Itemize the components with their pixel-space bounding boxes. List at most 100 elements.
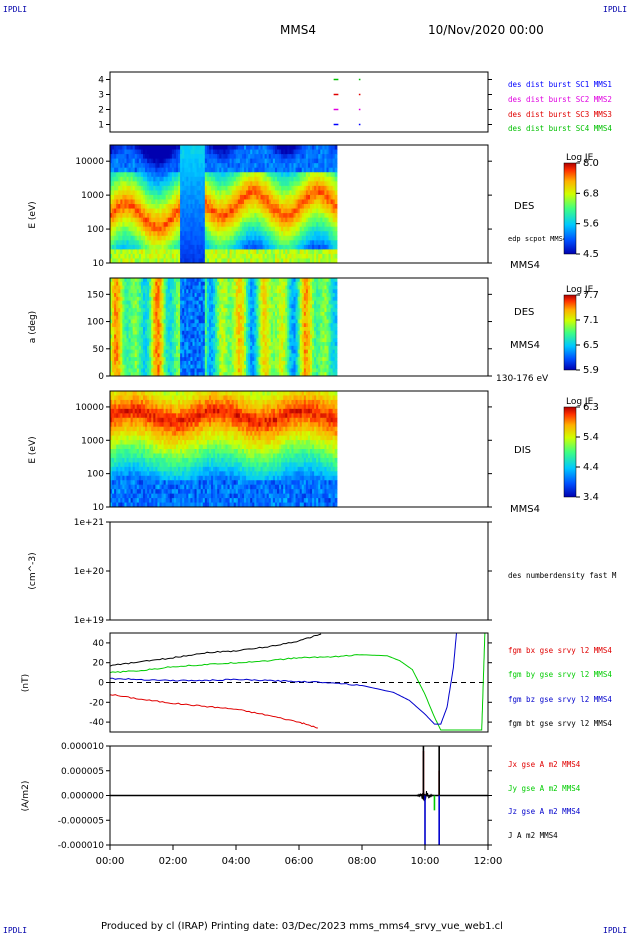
des-pitch-cell: [186, 368, 189, 373]
des-pitch-cell: [151, 289, 154, 294]
des-pitch-cell: [122, 357, 126, 362]
des-pitch-cell: [142, 360, 146, 366]
des-energy-cell: [297, 253, 301, 260]
des-energy-cell: [110, 172, 113, 178]
des-pitch-cell: [124, 372, 128, 376]
des-energy-cell: [217, 258, 220, 263]
des-pitch-cell: [244, 293, 247, 298]
des-energy-cell: [211, 222, 214, 228]
des-energy-cell: [332, 172, 336, 178]
des-energy-cell: [307, 158, 311, 164]
des-pitch-cell: [246, 349, 249, 354]
des-energy-cell: [297, 149, 301, 155]
des-pitch-cell: [221, 311, 224, 317]
des-energy-cell: [204, 194, 208, 201]
des-energy-cell: [299, 231, 303, 237]
des-energy-cell: [167, 217, 171, 223]
des-energy-cell: [223, 154, 227, 160]
des-pitch-cell: [124, 289, 128, 294]
des-pitch-cell: [270, 323, 274, 328]
des-energy-cell: [268, 231, 272, 237]
des-energy-cell: [128, 231, 132, 237]
des-energy-cell: [208, 253, 212, 260]
des-pitch-cell: [147, 357, 150, 362]
des-energy-cell: [114, 185, 117, 191]
des-pitch-cell: [116, 342, 119, 347]
des-energy-cell: [235, 199, 239, 205]
des-pitch-cell: [198, 349, 202, 354]
des-energy-cell: [219, 253, 222, 260]
des-energy-cell: [231, 154, 235, 160]
des-pitch-cell: [165, 308, 169, 313]
des-energy-cell: [132, 208, 136, 214]
des-pitch-cell: [147, 289, 150, 294]
des-energy-cell: [204, 222, 208, 228]
des-pitch-cell: [147, 334, 150, 339]
des-pitch-cell: [229, 311, 233, 317]
des-energy-cell: [258, 167, 262, 173]
des-energy-cell: [299, 226, 303, 232]
des-pitch-cell: [244, 285, 247, 290]
des-pitch-cell: [246, 311, 249, 317]
des-pitch-cell: [140, 289, 144, 294]
des-energy-cell: [120, 258, 123, 263]
des-pitch-cell: [182, 278, 185, 283]
des-energy-cell: [289, 240, 293, 246]
des-energy-cell: [227, 199, 231, 205]
des-energy-cell: [264, 258, 268, 263]
des-pitch-cell: [175, 308, 179, 313]
des-pitch-cell: [196, 334, 200, 339]
des-energy-cell: [322, 217, 326, 223]
des-energy-cell: [229, 213, 233, 219]
des-pitch-cell: [270, 357, 274, 362]
des-pitch-cell: [208, 338, 212, 343]
des-energy-cell: [130, 167, 134, 173]
des-energy-cell: [262, 172, 266, 178]
des-energy-cell: [256, 208, 260, 214]
des-energy-cell: [198, 235, 202, 241]
des-energy-cell: [147, 149, 150, 155]
des-pitch-cell: [155, 293, 159, 298]
des-energy-cell: [330, 167, 334, 173]
des-pitch-cell: [171, 304, 175, 309]
des-pitch-cell: [241, 319, 245, 324]
des-pitch-cell: [120, 296, 123, 302]
des-pitch-cell: [147, 300, 150, 305]
des-pitch-cell: [246, 330, 249, 336]
des-energy-cell: [264, 235, 268, 241]
des-pitch-cell: [120, 308, 123, 313]
des-energy-cell: [221, 222, 224, 228]
des-pitch-cell: [270, 327, 274, 332]
des-energy-cell: [110, 154, 113, 160]
des-pitch-cell: [149, 334, 152, 339]
des-energy-cell: [184, 167, 187, 173]
des-energy-cell: [233, 194, 237, 201]
des-pitch-cell: [233, 304, 237, 309]
des-energy-cell: [186, 181, 189, 187]
des-energy-cell: [165, 217, 169, 223]
des-pitch-cell: [132, 323, 136, 328]
des-energy-cell: [277, 199, 280, 205]
des-energy-cell: [147, 235, 150, 241]
des-energy-cell: [270, 176, 274, 182]
des-energy-cell: [334, 181, 338, 187]
des-pitch-cell: [145, 308, 148, 313]
des-pitch-cell: [178, 315, 181, 321]
des-energy-cell: [167, 235, 171, 241]
des-pitch-cell: [260, 281, 264, 287]
des-energy-cell: [159, 253, 163, 260]
des-energy-cell: [213, 222, 216, 228]
des-energy-cell: [268, 145, 272, 151]
des-energy-cell: [289, 190, 293, 196]
des-energy-cell: [217, 253, 220, 260]
des-pitch-cell: [138, 308, 142, 313]
des-energy-cell: [217, 163, 220, 169]
des-pitch-cell: [112, 349, 115, 354]
des-energy-cell: [246, 204, 249, 210]
des-energy-cell: [134, 226, 138, 232]
des-pitch-cell: [124, 315, 128, 321]
des-energy-cell: [163, 208, 167, 214]
des-energy-cell: [211, 190, 214, 196]
des-pitch-cell: [120, 353, 123, 358]
des-pitch-cell: [157, 345, 161, 351]
